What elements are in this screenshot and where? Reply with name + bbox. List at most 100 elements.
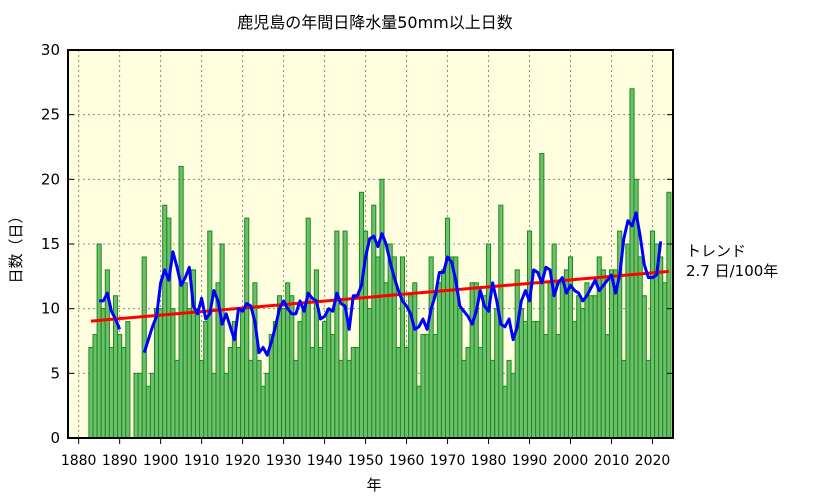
bar: [440, 269, 447, 439]
y-tick-label: 5: [50, 364, 60, 382]
bar: [227, 346, 233, 439]
x-tick-label: 1990: [512, 453, 548, 469]
bar: [457, 308, 463, 439]
bar: [608, 269, 615, 439]
moving-average-line: [142, 211, 663, 357]
bar: [666, 191, 672, 439]
bar: [338, 359, 344, 439]
bar: [506, 359, 512, 439]
bar: [264, 372, 270, 439]
bar: [297, 321, 303, 439]
bar: [358, 191, 365, 439]
bar: [137, 372, 143, 439]
bar: [584, 282, 590, 439]
x-tick-label: 1940: [307, 453, 343, 469]
trend-value: 2.7 日/100年: [686, 262, 778, 280]
bar: [350, 346, 356, 439]
bar: [588, 295, 594, 439]
bar: [207, 230, 213, 439]
x-tick-label: 1920: [225, 453, 261, 469]
bar: [412, 282, 418, 439]
x-tick-label: 1950: [348, 453, 384, 469]
bar: [510, 372, 516, 439]
bar: [96, 243, 102, 439]
bar: [158, 308, 164, 439]
bar: [334, 230, 340, 439]
bar: [637, 256, 643, 439]
y-tick-label: 20: [41, 170, 60, 188]
bar: [256, 359, 262, 439]
y-tick-label: 30: [41, 41, 60, 59]
bar: [219, 243, 225, 439]
bar: [174, 359, 180, 439]
x-tick-label: 2010: [594, 453, 630, 469]
bar: [170, 308, 176, 439]
bar: [522, 321, 528, 439]
bar: [416, 385, 422, 439]
bar: [494, 308, 500, 439]
bar: [551, 243, 557, 439]
bar: [629, 88, 635, 439]
bar: [326, 308, 332, 439]
bar: [420, 334, 426, 439]
x-tick-label: 1970: [430, 453, 466, 469]
bar: [621, 359, 627, 439]
y-tick-label: 25: [41, 106, 60, 124]
bar: [240, 308, 246, 439]
bar: [354, 346, 360, 439]
bar: [481, 295, 487, 439]
bar: [117, 334, 123, 439]
bar: [272, 321, 278, 439]
bar: [555, 334, 561, 439]
bar: [531, 321, 537, 439]
bar: [281, 308, 287, 439]
bar: [342, 230, 348, 439]
bar: [145, 385, 151, 439]
chart-title: 鹿児島の年間日降水量50mm以上日数: [237, 13, 513, 32]
bar: [301, 308, 307, 439]
bar: [153, 308, 160, 439]
bar: [543, 334, 549, 439]
bar: [535, 321, 541, 439]
bar: [235, 346, 242, 439]
bar: [305, 217, 311, 439]
bar: [658, 256, 664, 439]
bar: [424, 334, 430, 439]
bar: [547, 282, 553, 439]
y-tick-label: 15: [41, 235, 60, 253]
bar: [572, 321, 578, 439]
bar: [559, 282, 565, 439]
x-tick-label: 1900: [143, 453, 179, 469]
bar: [436, 282, 442, 439]
bar: [108, 346, 114, 439]
bar: [260, 385, 266, 439]
bar: [645, 359, 651, 439]
x-axis-label: 年: [366, 476, 381, 494]
bar: [469, 282, 475, 439]
bar: [182, 282, 188, 439]
x-tick-label: 1910: [184, 453, 220, 469]
bar: [309, 346, 315, 439]
bar: [322, 321, 328, 439]
bar: [432, 334, 438, 439]
bar: [449, 256, 455, 439]
bar: [162, 204, 168, 439]
moving-average-line: [99, 291, 122, 330]
bar: [125, 321, 131, 439]
bar: [502, 385, 508, 439]
bar: [563, 269, 569, 439]
bar: [428, 256, 434, 439]
bar: [539, 152, 545, 439]
bar: [518, 308, 524, 439]
bar: [121, 346, 127, 439]
bar: [461, 359, 467, 439]
bar: [293, 359, 299, 439]
bar: [149, 372, 155, 439]
y-tick-label: 0: [50, 429, 60, 447]
bar: [199, 359, 205, 439]
y-tick-label: 10: [41, 300, 60, 318]
bar: [662, 282, 668, 439]
x-tick-label: 1960: [389, 453, 425, 469]
bar: [375, 256, 381, 439]
bar: [313, 269, 319, 439]
